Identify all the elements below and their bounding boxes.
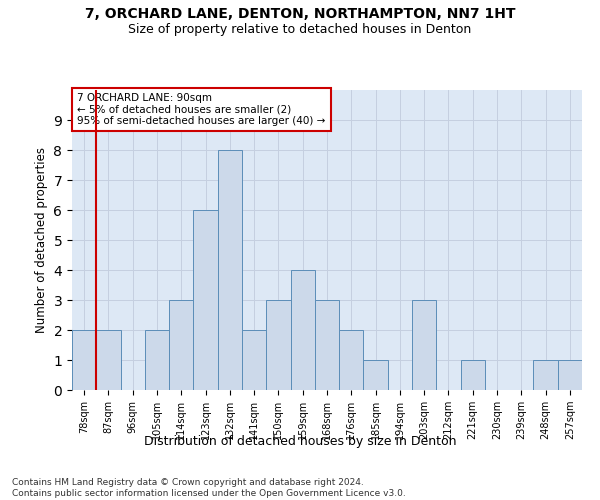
Bar (266, 300, 290, 390)
Bar (242, 330, 266, 390)
Bar (315, 300, 339, 390)
Bar (533, 360, 558, 390)
Text: Size of property relative to detached houses in Denton: Size of property relative to detached ho… (128, 22, 472, 36)
Bar (218, 150, 242, 390)
Bar (72, 330, 96, 390)
Text: 7, ORCHARD LANE, DENTON, NORTHAMPTON, NN7 1HT: 7, ORCHARD LANE, DENTON, NORTHAMPTON, NN… (85, 8, 515, 22)
Bar (558, 360, 582, 390)
Text: Distribution of detached houses by size in Denton: Distribution of detached houses by size … (144, 435, 456, 448)
Text: Contains HM Land Registry data © Crown copyright and database right 2024.
Contai: Contains HM Land Registry data © Crown c… (12, 478, 406, 498)
Bar (169, 300, 193, 390)
Bar (461, 360, 485, 390)
Bar (290, 270, 315, 390)
Bar (364, 360, 388, 390)
Bar (193, 210, 218, 390)
Bar (412, 300, 436, 390)
Text: 7 ORCHARD LANE: 90sqm
← 5% of detached houses are smaller (2)
95% of semi-detach: 7 ORCHARD LANE: 90sqm ← 5% of detached h… (77, 93, 325, 126)
Bar (96, 330, 121, 390)
Bar (145, 330, 169, 390)
Y-axis label: Number of detached properties: Number of detached properties (35, 147, 48, 333)
Bar (339, 330, 364, 390)
